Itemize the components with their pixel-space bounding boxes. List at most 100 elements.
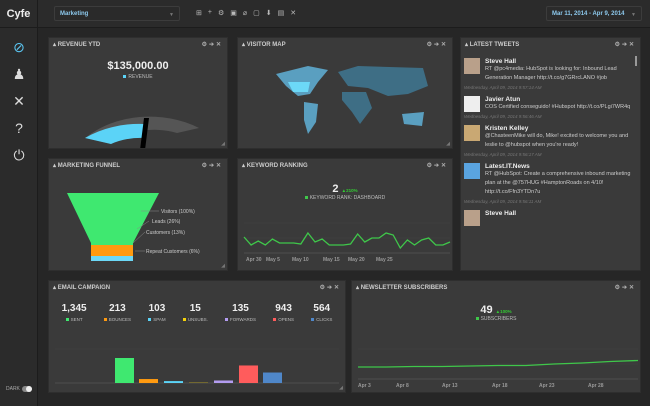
resize-handle[interactable]: ◢ (446, 141, 450, 147)
keyword-change: ▲210% (341, 188, 358, 193)
tweet-author[interactable]: Steve Hall (485, 210, 517, 217)
widget-actions[interactable]: ⚙➔✕ (201, 42, 223, 48)
widget-title: VISITOR MAP (246, 42, 286, 48)
help-icon[interactable]: ? (15, 120, 23, 136)
resize-handle[interactable]: ◢ (221, 141, 225, 147)
resize-handle[interactable]: ◢ (339, 385, 343, 391)
scrollbar[interactable] (635, 56, 637, 66)
widget-title: NEWSLETTER SUBSCRIBERS (360, 285, 448, 291)
tools-icon[interactable]: ✕ (13, 93, 25, 109)
avatar (464, 125, 480, 141)
logo: Cyfe (0, 0, 37, 28)
widget-actions[interactable]: ⚙➔✕ (201, 163, 223, 169)
avatar (464, 96, 480, 112)
stat-value: 15 (189, 303, 201, 314)
toolbar-icon[interactable]: + (207, 9, 212, 16)
x-tick-label: May 10 (292, 257, 309, 263)
bar-forwards[interactable] (214, 380, 233, 383)
legend-dot (148, 318, 152, 322)
bar-opens[interactable] (239, 365, 258, 383)
widget-header: ▴ REVENUE YTD ⚙➔✕ (49, 38, 227, 52)
south-america (304, 102, 318, 134)
tweet: Latest.IT.News RT @HubSpot: Create a comp… (461, 163, 640, 204)
bar-sent[interactable] (115, 358, 134, 383)
tweet-date: Wednesday, April 09, 2014 9:56:11 AM (464, 199, 542, 204)
widget-header: ▴ VISITOR MAP ⚙➔✕ (238, 38, 452, 52)
tweet-author[interactable]: Javier Atun (485, 96, 521, 103)
series-line (358, 359, 639, 368)
bar-clicks[interactable] (263, 372, 282, 383)
funnel-label: Visitors (100%) (161, 209, 195, 215)
toolbar-icon[interactable]: ⌀ (242, 10, 248, 17)
date-range: Mar 11, 2014 - Apr 9, 2014 (552, 11, 625, 17)
widget-actions[interactable]: ⚙➔✕ (319, 285, 341, 291)
resize-handle[interactable]: ◢ (221, 263, 225, 269)
stat-label: FORWARDS (230, 317, 257, 322)
bar-bounces[interactable] (139, 379, 158, 383)
widget-newsletter: ▴ NEWSLETTER SUBSCRIBERS ⚙➔✕ 49 ▲100% SUB… (351, 280, 641, 393)
dashboard-select[interactable]: Marketing ▼ (54, 6, 180, 21)
widget-actions[interactable]: ⚙➔✕ (614, 285, 636, 291)
email-stat: 943 OPENS (273, 303, 294, 322)
legend-dot (273, 318, 277, 322)
stat-value: 564 (313, 303, 331, 314)
legend-label: SUBSCRIBERS (480, 316, 517, 322)
toolbar-icon[interactable]: ⊞ (196, 10, 202, 17)
tweet-text: COS Certified conseguido! #Hubspot http:… (485, 104, 631, 110)
gauge-fill (85, 123, 146, 144)
dark-toggle[interactable]: DARK (6, 386, 32, 392)
tweet-author[interactable]: Latest.IT.News (485, 163, 530, 170)
toolbar-icon[interactable]: ✕ (290, 10, 297, 17)
power-icon[interactable]: ⏻ (13, 147, 25, 163)
widget-actions[interactable]: ⚙➔✕ (614, 42, 636, 48)
x-tick-label: May 15 (323, 257, 340, 263)
tweet-author[interactable]: Kristen Kelley (485, 125, 529, 132)
toolbar-icon[interactable]: ⚙ (217, 10, 225, 17)
usa (288, 82, 310, 92)
avatar (464, 163, 480, 179)
compass-icon[interactable]: ⊘ (13, 39, 25, 55)
tweet-date: Wednesday, April 09, 2014 9:57:14 AM (464, 85, 542, 90)
toolbar-icon[interactable]: ▤ (277, 10, 285, 17)
widget-title: MARKETING FUNNEL (57, 163, 121, 169)
series-line (243, 231, 451, 250)
funnel-customers (91, 245, 133, 256)
widget-header: ▴ KEYWORD RANKING ⚙➔✕ (238, 159, 452, 173)
email-stat: 135 FORWARDS (225, 303, 256, 322)
stat-label: UNSUBS. (187, 317, 208, 322)
toolbar-icon[interactable]: ⬇ (265, 10, 272, 17)
email-stat: 564 CLICKS (311, 303, 332, 322)
subscriber-value: 49 (480, 304, 493, 316)
bar-spam[interactable] (164, 381, 183, 383)
toolbar-icon[interactable]: ▣ (230, 10, 237, 17)
subscriber-change: ▲100% (495, 309, 512, 314)
widget-keyword-ranking: ▴ KEYWORD RANKING ⚙➔✕ 2 ▲210% KEYWORD RAN… (237, 158, 453, 271)
toolbar-icon[interactable]: ▢ (253, 10, 260, 17)
widget-title: EMAIL CAMPAIGN (57, 285, 111, 291)
tweet-date: Wednesday, April 09, 2014 9:56:46 AM (464, 114, 542, 119)
widget-visitor-map: ▴ VISITOR MAP ⚙➔✕ ◢ (237, 37, 453, 149)
x-tick-label: Apr 23 (539, 383, 555, 389)
x-tick-label: Apr 13 (442, 383, 458, 389)
toggle-switch[interactable] (21, 386, 32, 392)
x-tick-label: May 20 (348, 257, 365, 263)
widget-email-campaign: ▴ EMAIL CAMPAIGN ⚙➔✕ 1,345 SENT 213 BOUNCES 1… (48, 280, 346, 393)
date-range-select[interactable]: Mar 11, 2014 - Apr 9, 2014 ▼ (546, 6, 642, 21)
legend-dot (475, 317, 479, 321)
funnel-label: Customers (13%) (146, 230, 185, 236)
user-icon[interactable]: ♟ (12, 66, 26, 82)
widget-actions[interactable]: ⚙➔✕ (426, 163, 448, 169)
widget-header: ▴ NEWSLETTER SUBSCRIBERS ⚙➔✕ (352, 281, 640, 295)
x-tick-label: Apr 28 (588, 383, 604, 389)
widget-actions[interactable]: ⚙➔✕ (426, 42, 448, 48)
email-bar-chart (55, 348, 339, 384)
legend-dot (311, 318, 315, 322)
x-tick-label: May 5 (266, 257, 280, 263)
tweet-author[interactable]: Steve Hall (485, 58, 517, 65)
stat-value: 943 (275, 303, 292, 314)
tweet-text: RT @HubSpot: Create a comprehensive inbo… (485, 171, 631, 195)
widget-header: ▴ MARKETING FUNNEL ⚙➔✕ (49, 159, 227, 173)
tweet: Steve Hall RT @pc4media: HubSpot is looki… (461, 58, 640, 90)
toolbar: ⊞ + ⚙ ▣ ⌀ ▢ ⬇ ▤ ✕ (196, 9, 296, 17)
stat-label: SPAM (153, 317, 166, 322)
